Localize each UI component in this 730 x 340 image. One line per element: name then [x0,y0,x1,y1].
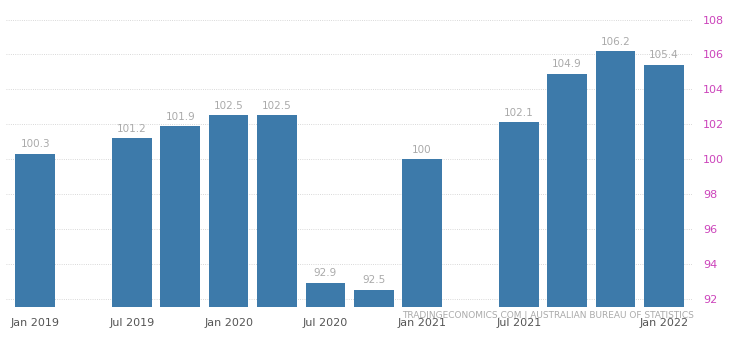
Bar [161,126,200,340]
Bar [112,138,152,340]
Bar [209,115,248,340]
Text: 101.2: 101.2 [117,124,147,134]
Bar [548,73,587,340]
Bar [402,159,442,340]
Bar [644,65,684,340]
Text: 100: 100 [412,144,432,155]
Text: 102.1: 102.1 [504,108,534,118]
Text: 92.9: 92.9 [314,269,337,278]
Text: 92.5: 92.5 [362,275,385,286]
Bar [257,115,297,340]
Text: 102.5: 102.5 [214,101,244,111]
Text: 105.4: 105.4 [649,50,679,61]
Bar [306,283,345,340]
Bar [499,122,539,340]
Bar [596,51,635,340]
Text: 100.3: 100.3 [20,139,50,149]
Bar [15,154,55,340]
Text: 104.9: 104.9 [553,59,582,69]
Text: 102.5: 102.5 [262,101,292,111]
Text: TRADINGECONOMICS.COM | AUSTRALIAN BUREAU OF STATISTICS: TRADINGECONOMICS.COM | AUSTRALIAN BUREAU… [402,311,694,320]
Text: 106.2: 106.2 [601,36,631,47]
Bar [354,290,393,340]
Text: 101.9: 101.9 [166,112,195,121]
